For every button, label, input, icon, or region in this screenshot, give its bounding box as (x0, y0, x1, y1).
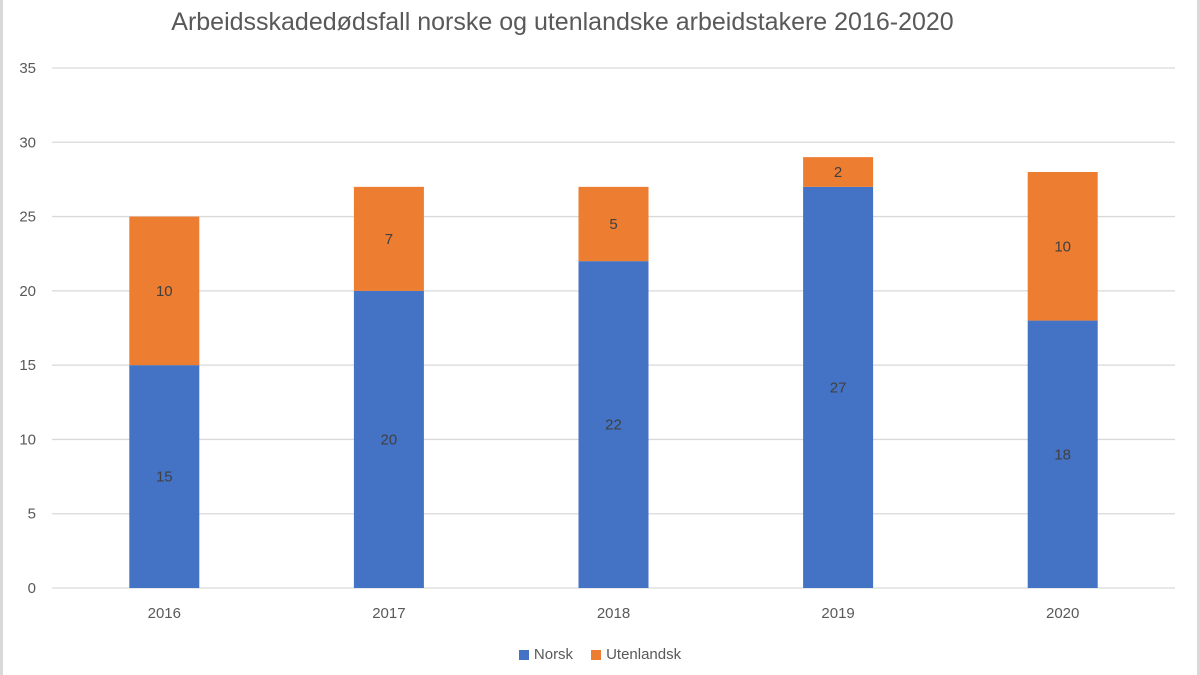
chart-frame-left (0, 0, 3, 675)
data-label-utenlandsk-2019: 2 (834, 164, 842, 181)
x-tick-label: 2018 (597, 605, 630, 622)
chart-frame-right (1197, 0, 1200, 675)
legend-swatch-utenlandsk (591, 649, 602, 660)
x-tick-label: 2019 (821, 605, 854, 622)
y-axis: 0 5 10 15 20 25 30 35 (19, 60, 36, 597)
data-label-norsk-2016: 15 (156, 469, 173, 486)
x-tick-label: 2016 (148, 605, 181, 622)
y-tick-label: 10 (19, 431, 36, 448)
legend-swatch-norsk (518, 649, 529, 660)
bar-utenlandsk-2018[interactable] (578, 186, 649, 262)
y-tick-label: 25 (19, 209, 36, 226)
data-label-utenlandsk-2020: 10 (1054, 238, 1071, 255)
legend-item-norsk[interactable]: Norsk (518, 646, 574, 663)
bar-utenlandsk-2016[interactable] (129, 216, 200, 366)
y-tick-label: 0 (28, 580, 36, 597)
data-labels: 15 10 20 7 22 5 27 2 18 10 (156, 164, 1071, 486)
bar-norsk-2020[interactable] (1027, 320, 1098, 588)
chart-title: Arbeidsskadedødsfall norske og utenlands… (171, 8, 954, 36)
bar-norsk-2016[interactable] (129, 365, 200, 588)
data-label-utenlandsk-2017: 7 (385, 231, 393, 248)
y-tick-label: 5 (28, 506, 36, 523)
bar-utenlandsk-2020[interactable] (1027, 172, 1098, 321)
legend-label-utenlandsk: Utenlandsk (606, 646, 682, 663)
data-label-norsk-2017: 20 (381, 431, 398, 448)
y-tick-label: 15 (19, 357, 36, 374)
data-label-utenlandsk-2016: 10 (156, 283, 173, 300)
data-label-norsk-2019: 27 (830, 379, 847, 396)
data-label-norsk-2018: 22 (605, 417, 622, 434)
y-tick-label: 30 (19, 134, 36, 151)
bar-norsk-2018[interactable] (578, 261, 649, 588)
y-tick-label: 20 (19, 283, 36, 300)
data-label-utenlandsk-2018: 5 (609, 216, 617, 233)
legend-item-utenlandsk[interactable]: Utenlandsk (591, 646, 681, 663)
bars (129, 157, 1098, 588)
legend-label-norsk: Norsk (533, 646, 574, 663)
bar-utenlandsk-2019[interactable] (803, 157, 874, 187)
y-tick-label: 35 (19, 60, 36, 77)
bar-norsk-2019[interactable] (803, 186, 874, 588)
bar-utenlandsk-2017[interactable] (353, 186, 424, 291)
data-label-norsk-2020: 18 (1054, 446, 1071, 463)
legend: Norsk Utenlandsk (0, 646, 1200, 663)
x-axis: 2016 2017 2018 2019 2020 (148, 605, 1080, 622)
x-tick-label: 2017 (372, 605, 405, 622)
x-tick-label: 2020 (1046, 605, 1079, 622)
bar-norsk-2017[interactable] (353, 290, 424, 588)
